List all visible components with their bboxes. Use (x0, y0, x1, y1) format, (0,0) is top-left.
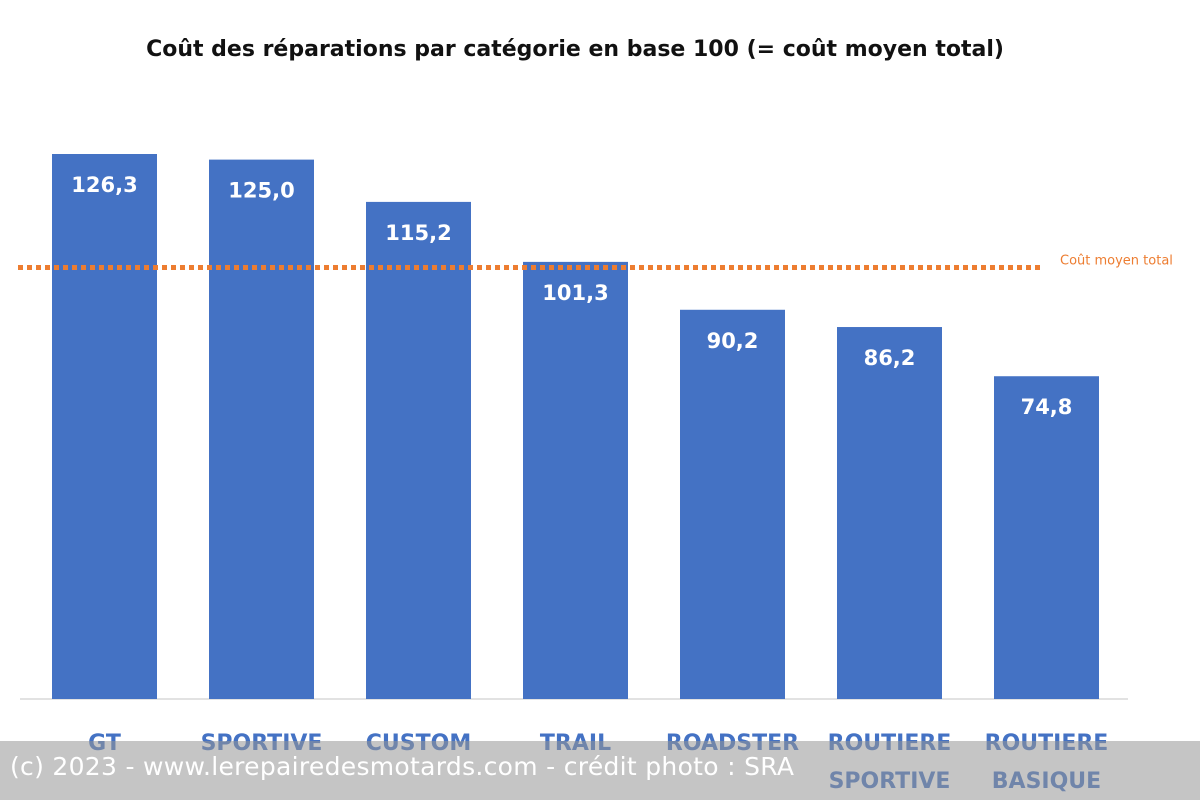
reference-line-group: Coût moyen total (18, 253, 1173, 270)
bar-1 (209, 159, 314, 699)
bar-6 (994, 376, 1099, 699)
value-label-4: 90,2 (707, 329, 759, 353)
bar-2 (366, 201, 471, 699)
value-label-1: 125,0 (228, 179, 294, 203)
bar-0 (52, 154, 157, 699)
reference-line-label: Coût moyen total (1060, 253, 1173, 268)
value-label-5: 86,2 (864, 346, 916, 370)
value-label-3: 101,3 (542, 281, 608, 305)
value-label-0: 126,3 (71, 173, 137, 197)
value-label-6: 74,8 (1021, 395, 1073, 419)
watermark-text: (c) 2023 - www.lerepairedesmotards.com -… (10, 752, 795, 781)
bar-3 (523, 261, 628, 699)
bar-5 (837, 327, 942, 699)
value-label-2: 115,2 (385, 221, 451, 245)
watermark-band (0, 741, 1200, 800)
bar-4 (680, 309, 785, 699)
value-labels-group: 126,3 125,0 115,2 101,3 90,2 86,2 74,8 (71, 173, 1072, 419)
chart-title: Coût des réparations par catégorie en ba… (146, 37, 1004, 62)
bars-group (52, 154, 1099, 699)
